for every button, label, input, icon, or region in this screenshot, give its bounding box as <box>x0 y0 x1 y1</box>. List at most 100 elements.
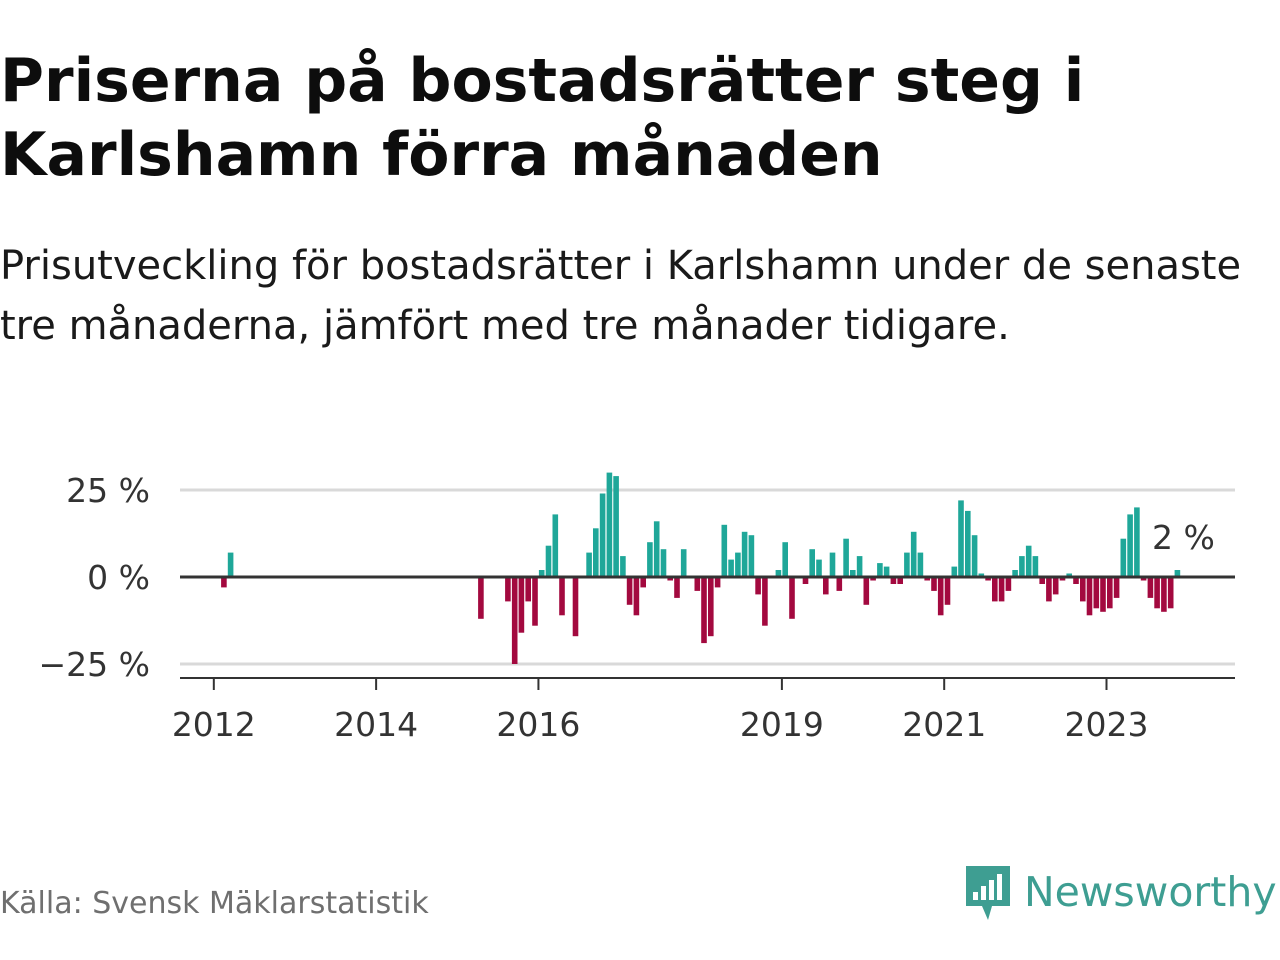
bar <box>721 524 728 577</box>
bar <box>1127 514 1133 577</box>
bar <box>1066 573 1072 577</box>
bar <box>1059 577 1066 581</box>
bar <box>1046 577 1052 602</box>
bar <box>221 577 227 588</box>
bar <box>674 577 680 598</box>
bar <box>741 531 748 577</box>
bar <box>836 577 843 591</box>
bar <box>1134 507 1140 577</box>
bar <box>944 577 951 605</box>
bar <box>518 577 525 633</box>
bar <box>1107 577 1113 609</box>
bar <box>572 577 579 637</box>
bar <box>755 577 761 595</box>
x-tick-label: 2016 <box>496 705 580 744</box>
bar <box>1120 538 1127 577</box>
bar <box>782 542 788 577</box>
bar <box>998 577 1005 602</box>
y-tick-label: −25 % <box>39 645 151 684</box>
bar <box>1147 577 1154 598</box>
bar <box>775 570 782 577</box>
bar <box>1005 577 1012 591</box>
y-tick-label: 25 % <box>66 471 150 510</box>
bar <box>511 577 518 664</box>
chart-subtitle: Prisutveckling för bostadsrätter i Karls… <box>0 243 1242 349</box>
bar <box>1154 577 1160 609</box>
bar <box>633 577 640 616</box>
bar <box>1113 577 1120 598</box>
bar <box>667 577 673 581</box>
bar <box>1073 577 1079 584</box>
bar <box>593 528 599 577</box>
bar <box>708 577 714 637</box>
bar <box>789 577 795 619</box>
bar <box>924 577 930 581</box>
bar <box>599 493 606 577</box>
bar <box>931 577 937 591</box>
bar <box>985 577 991 581</box>
bar <box>762 577 768 626</box>
bar <box>904 552 910 577</box>
bar <box>890 577 897 584</box>
bar <box>735 552 741 577</box>
bar <box>1039 577 1045 584</box>
bar <box>850 570 856 577</box>
bar <box>1174 570 1181 577</box>
bar <box>992 577 998 602</box>
bar <box>586 552 592 577</box>
y-tick-label: 0 % <box>87 558 150 597</box>
x-tick-label: 2019 <box>740 705 824 744</box>
bar <box>843 538 849 577</box>
bar <box>971 535 978 577</box>
bar <box>620 556 626 577</box>
bar <box>958 500 964 577</box>
bar <box>809 549 815 577</box>
bar <box>823 577 829 595</box>
bar <box>640 577 646 588</box>
bar <box>863 577 870 605</box>
bar <box>1086 577 1093 616</box>
x-tick-label: 2021 <box>902 705 986 744</box>
logo-text: Newsworthy <box>1024 868 1277 916</box>
bar <box>227 552 234 577</box>
bar <box>883 566 890 577</box>
end-value-label: 2 % <box>1152 518 1215 557</box>
bar <box>626 577 633 605</box>
newsworthy-logo: Newsworthy <box>962 862 1277 922</box>
bar <box>748 535 755 577</box>
bar <box>877 563 883 577</box>
bar <box>829 552 836 577</box>
bar <box>1140 577 1147 581</box>
bar <box>1093 577 1100 609</box>
bar <box>937 577 944 616</box>
bar <box>917 552 924 577</box>
bar <box>532 577 538 626</box>
bar <box>1100 577 1106 612</box>
bar <box>910 531 917 577</box>
bar <box>870 577 876 581</box>
bar <box>694 577 701 591</box>
bar <box>545 545 552 577</box>
bar <box>1019 556 1025 577</box>
bar <box>856 556 863 577</box>
bar-chart: 25 % 0 % −25 % 2012 2014 2016 2019 2021 2023 2 % <box>39 471 1235 744</box>
bar <box>1080 577 1086 602</box>
bar <box>606 472 613 577</box>
bar <box>1167 577 1174 609</box>
x-tick-label: 2023 <box>1065 705 1149 744</box>
bar <box>897 577 903 584</box>
bar <box>613 476 619 577</box>
bar <box>965 510 971 577</box>
bar <box>1025 545 1032 577</box>
bar <box>1032 556 1039 577</box>
bar <box>1161 577 1167 612</box>
bar <box>538 570 545 577</box>
bar <box>552 514 559 577</box>
bar <box>714 577 721 588</box>
bar <box>701 577 707 644</box>
bar <box>505 577 511 602</box>
bar <box>525 577 531 602</box>
newsworthy-logo-icon <box>966 866 1010 920</box>
x-tick-label: 2014 <box>334 705 418 744</box>
bar <box>478 577 484 619</box>
